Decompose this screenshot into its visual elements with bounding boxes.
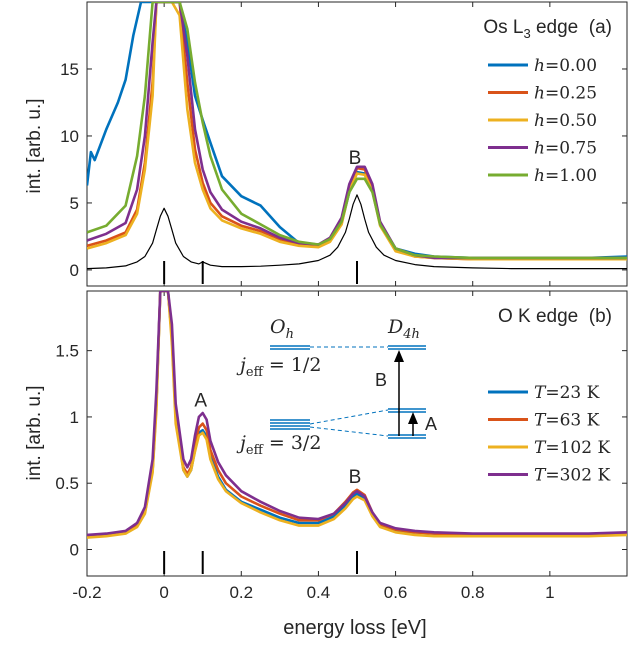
y-tick-label: 0.5 xyxy=(55,474,79,493)
panel-a-marker-ticks xyxy=(163,261,358,284)
panel-a-plot-area xyxy=(87,2,627,270)
legend-entry: h=0.50 xyxy=(534,111,597,131)
legend-entry: h=0.00 xyxy=(534,56,597,76)
y-tick-label: 0 xyxy=(70,261,79,280)
panel-b-marker-ticks xyxy=(163,551,358,574)
x-tick-label: 0 xyxy=(159,583,168,602)
model-curve xyxy=(87,194,627,270)
legend-entry: h=0.25 xyxy=(534,84,597,104)
x-tick-label: 0.8 xyxy=(461,583,485,602)
x-tick-label: 0.2 xyxy=(229,583,253,602)
arrow-a-head xyxy=(408,412,418,424)
panel-b-plot-area xyxy=(87,291,627,539)
panel-a-series xyxy=(87,2,627,270)
panel-a-frame xyxy=(86,1,628,287)
jeff-half-label: jeff = 1/2 xyxy=(236,354,321,380)
series-line-t-302-k xyxy=(87,291,627,537)
arrow-a-label: A xyxy=(425,414,437,434)
peak-label-b: B xyxy=(349,467,362,488)
energy-levels xyxy=(270,345,426,439)
legend-entry: h=0.75 xyxy=(534,139,597,159)
x-tick-label: 1 xyxy=(545,583,554,602)
y-tick-label: 5 xyxy=(70,194,79,213)
panel-b-series xyxy=(87,291,627,539)
y-tick-label: 1.5 xyxy=(55,342,79,361)
y-tick-label: 15 xyxy=(60,60,79,79)
panel-a-title: Os L3 edge (a) xyxy=(483,17,612,41)
panel-a-ticks xyxy=(86,2,627,286)
y-tick-label: 1 xyxy=(70,408,79,427)
jeff-three-half-label: jeff = 3/2 xyxy=(236,432,321,458)
panel-b-ylabel: int. [arb. u.] xyxy=(24,385,45,480)
figure-xlabel: energy loss [eV] xyxy=(283,617,426,639)
series-line-h-1-00 xyxy=(87,2,627,260)
panel-b-ytick-labels: 0 0.5 1 1.5 xyxy=(55,342,79,560)
y-tick-label: 10 xyxy=(60,127,79,146)
transition-arrows xyxy=(394,350,418,436)
peak-label-a: A xyxy=(194,390,207,411)
arrow-b-head xyxy=(394,350,404,362)
legend-entry: T=23 K xyxy=(534,383,600,403)
arrow-b-label: B xyxy=(375,370,387,390)
y-tick-label: 0 xyxy=(70,540,79,559)
x-tick-label: -0.2 xyxy=(72,583,101,602)
panel-a-ytick-labels: 0 5 10 15 xyxy=(60,60,79,280)
panel-b: 0 0.5 1 1.5 -0.2 0 0.2 0.4 0.6 0.8 1 int. [arb. u… xyxy=(24,290,628,602)
x-tick-label: 0.6 xyxy=(384,583,408,602)
panel-b-title: O K edge (b) xyxy=(498,306,612,327)
panel-b-legend: T=23 K T=63 K T=102 K T=302 K xyxy=(488,383,610,486)
correlation-lines xyxy=(309,346,389,437)
legend-entry: T=302 K xyxy=(534,466,610,486)
oh-label: Oh xyxy=(270,316,294,342)
level-diagram: Oh D4h jeff = 1/2 jeff = 3/2 xyxy=(236,316,437,458)
panel-b-xtick-labels: -0.2 0 0.2 0.4 0.6 0.8 1 xyxy=(72,583,554,602)
correlation-line xyxy=(309,426,389,437)
d4h-label: D4h xyxy=(387,316,420,342)
correlation-line xyxy=(309,409,389,425)
panel-a-legend: h=0.00 h=0.25 h=0.50 h=0.75 h=1.00 xyxy=(488,56,597,186)
panel-a-ylabel: int. [arb. u.] xyxy=(24,98,45,193)
legend-entry: T=63 K xyxy=(534,411,600,431)
legend-entry: h=1.00 xyxy=(534,166,597,186)
panel-a: 0 5 10 15 int. [arb. u.] Os L3 edge (a) B h… xyxy=(24,1,628,287)
panel-b-peak-labels: AB xyxy=(194,390,361,488)
panel-a-peak-label-b: B xyxy=(349,148,362,169)
x-tick-label: 0.4 xyxy=(307,583,331,602)
legend-entry: T=102 K xyxy=(534,438,610,458)
